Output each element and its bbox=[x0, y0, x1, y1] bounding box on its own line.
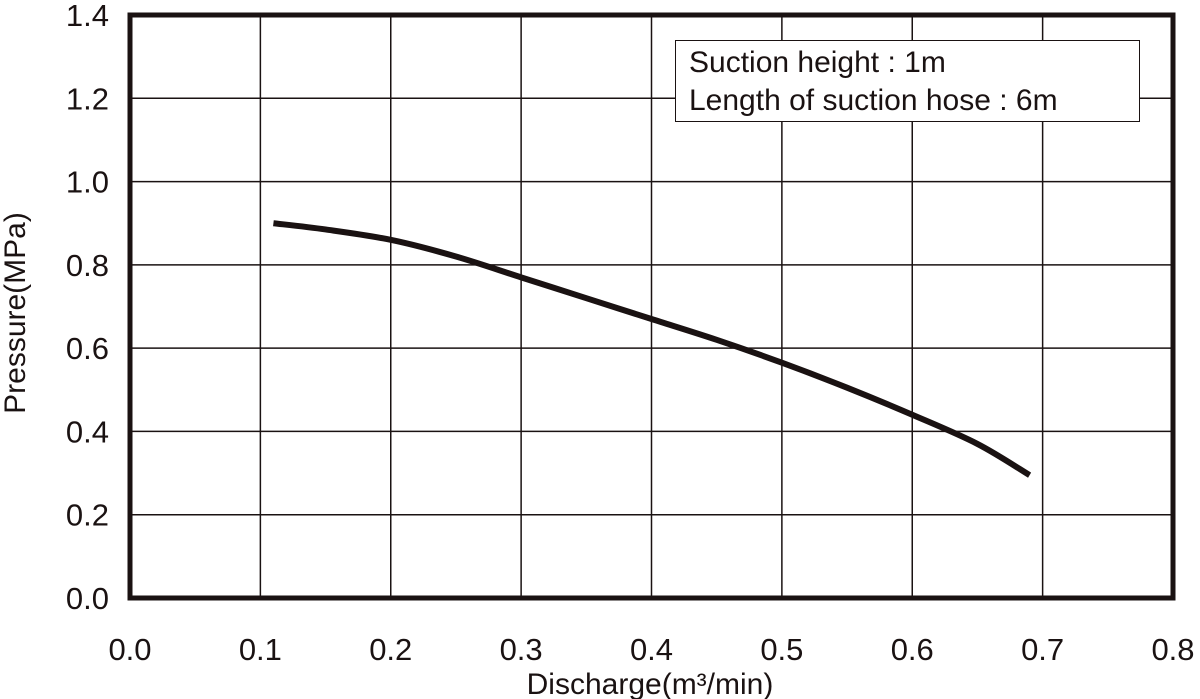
y-tick-label: 1.4 bbox=[66, 0, 109, 33]
x-tick-label: 0.1 bbox=[239, 632, 282, 667]
y-tick-label: 0.0 bbox=[66, 581, 109, 616]
x-tick-label: 0.4 bbox=[630, 632, 673, 667]
x-tick-label: 0.7 bbox=[1021, 632, 1064, 667]
x-axis-ticks: 0.0 0.1 0.2 0.3 0.4 0.5 0.6 0.7 0.8 bbox=[108, 632, 1194, 667]
x-tick-label: 0.5 bbox=[760, 632, 803, 667]
x-tick-label: 0.2 bbox=[369, 632, 412, 667]
y-tick-label: 1.0 bbox=[66, 165, 109, 200]
x-tick-label: 0.3 bbox=[500, 632, 543, 667]
series-line bbox=[273, 220, 1032, 478]
y-tick-label: 0.8 bbox=[66, 248, 109, 283]
y-tick-label: 1.2 bbox=[66, 81, 109, 116]
y-axis-label: Pressure(MPa) bbox=[0, 212, 32, 414]
hose-length-note: Length of suction hose : 6m bbox=[689, 84, 1058, 117]
x-tick-label: 0.6 bbox=[891, 632, 934, 667]
performance-curve bbox=[273, 220, 1032, 478]
suction-height-note: Suction height : 1m bbox=[689, 46, 946, 79]
conditions-legend: Suction height : 1m Length of suction ho… bbox=[675, 40, 1140, 122]
y-tick-label: 0.2 bbox=[66, 498, 109, 533]
x-axis-label: Discharge(m³/min) bbox=[527, 668, 774, 699]
y-tick-label: 0.6 bbox=[66, 331, 109, 366]
x-tick-label: 0.0 bbox=[108, 632, 151, 667]
x-tick-label: 0.8 bbox=[1151, 632, 1194, 667]
y-tick-label: 0.4 bbox=[66, 414, 109, 449]
y-axis-ticks: 0.0 0.2 0.4 0.6 0.8 1.0 1.2 1.4 bbox=[66, 0, 109, 616]
plot-frame bbox=[127, 12, 1176, 601]
